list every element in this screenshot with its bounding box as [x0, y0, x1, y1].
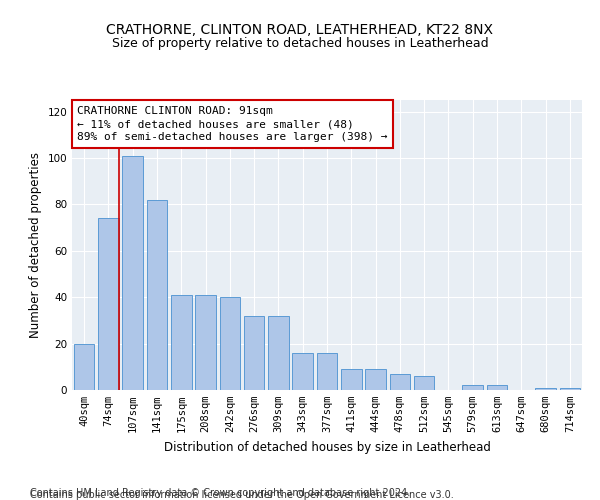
Bar [414, 376, 434, 390]
Bar [317, 353, 337, 390]
Text: Size of property relative to detached houses in Leatherhead: Size of property relative to detached ho… [112, 38, 488, 51]
Text: CRATHORNE, CLINTON ROAD, LEATHERHEAD, KT22 8NX: CRATHORNE, CLINTON ROAD, LEATHERHEAD, KT… [107, 22, 493, 36]
Bar [195, 295, 216, 390]
Bar [292, 353, 313, 390]
Bar [365, 369, 386, 390]
Bar [268, 316, 289, 390]
X-axis label: Distribution of detached houses by size in Leatherhead: Distribution of detached houses by size … [164, 440, 490, 454]
Bar [98, 218, 119, 390]
Bar [220, 297, 240, 390]
Bar [74, 344, 94, 390]
Text: Contains public sector information licensed under the Open Government Licence v3: Contains public sector information licen… [30, 490, 454, 500]
Text: Contains HM Land Registry data © Crown copyright and database right 2024.: Contains HM Land Registry data © Crown c… [30, 488, 410, 498]
Bar [244, 316, 265, 390]
Bar [487, 386, 508, 390]
Bar [463, 386, 483, 390]
Bar [341, 369, 362, 390]
Bar [122, 156, 143, 390]
Bar [535, 388, 556, 390]
Bar [560, 388, 580, 390]
Y-axis label: Number of detached properties: Number of detached properties [29, 152, 42, 338]
Text: CRATHORNE CLINTON ROAD: 91sqm
← 11% of detached houses are smaller (48)
89% of s: CRATHORNE CLINTON ROAD: 91sqm ← 11% of d… [77, 106, 388, 142]
Bar [171, 295, 191, 390]
Bar [389, 374, 410, 390]
Bar [146, 200, 167, 390]
